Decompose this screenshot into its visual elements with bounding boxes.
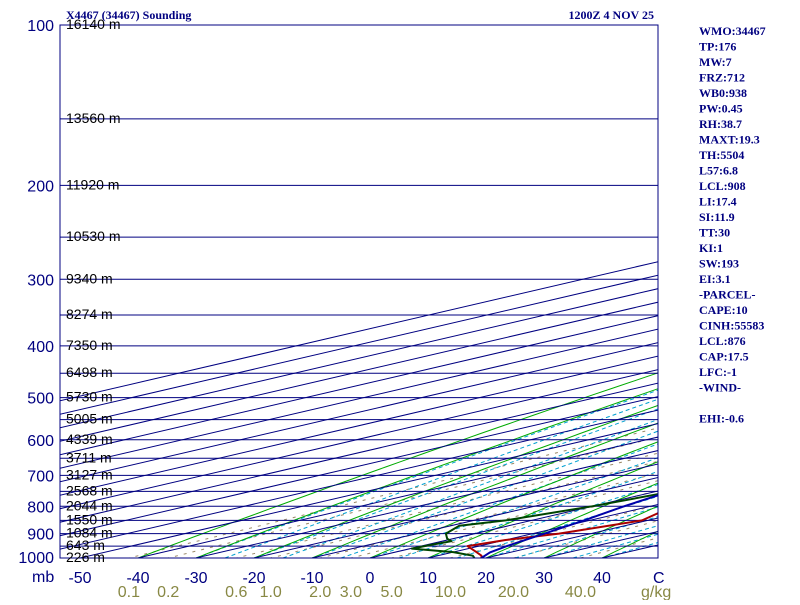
pressure-label-400: 400 [27, 339, 54, 356]
height-label-750: 2568 m [66, 482, 113, 498]
index-line: MW:7 [699, 55, 732, 69]
index-line: TH:5504 [699, 148, 744, 162]
height-label-700: 3127 m [66, 466, 113, 482]
temperature-label--30: -30 [184, 570, 207, 587]
index-line: SI:11.9 [699, 210, 735, 224]
height-label-400: 7350 m [66, 337, 113, 353]
pressure-label-300: 300 [27, 272, 54, 289]
index-line: WB0:938 [699, 86, 747, 100]
pressure-label-600: 600 [27, 433, 54, 450]
height-label-500: 5730 m [66, 389, 113, 405]
mixing-ratio-label-0.1: 0.1 [118, 584, 140, 600]
mixing-ratio-label-0.2: 0.2 [157, 584, 179, 600]
index-line: EI:3.1 [699, 272, 731, 286]
height-label-200: 11920 m [66, 176, 119, 192]
index-line: L57:6.8 [699, 164, 738, 178]
pressure-unit-label: mb [32, 569, 54, 586]
index-line: TT:30 [699, 226, 730, 240]
mixing-ratio-label-3.0: 3.0 [340, 584, 362, 600]
index-line: LCL:876 [699, 334, 746, 348]
index-line: LCL:908 [699, 179, 746, 193]
height-label-550: 5005 m [66, 411, 113, 427]
height-label-250: 10530 m [66, 228, 120, 244]
height-label-650: 3711 m [66, 449, 112, 465]
mixing-unit-label: g/kg [641, 584, 671, 600]
pressure-label-700: 700 [27, 468, 54, 485]
height-label-450: 6498 m [66, 364, 113, 380]
temperature-label-20: 20 [477, 570, 495, 587]
index-line: -WIND- [699, 381, 741, 395]
index-line: WMO:34467 [699, 24, 766, 38]
index-line: CAPE:10 [699, 303, 748, 317]
sounding-title: X4467 (34467) Sounding [66, 8, 191, 22]
pressure-label-500: 500 [27, 391, 54, 408]
temperature-label-30: 30 [535, 570, 553, 587]
mixing-ratio-label-20.0: 20.0 [498, 584, 529, 600]
pressure-label-200: 200 [27, 178, 54, 195]
mixing-ratio-label-40.0: 40.0 [565, 584, 596, 600]
index-line: RH:38.7 [699, 117, 742, 131]
height-label-350: 8274 m [66, 306, 113, 322]
sounding-date: 1200Z 4 NOV 25 [569, 8, 654, 22]
pressure-label-100: 100 [27, 18, 54, 35]
height-label-1000: 226 m [66, 549, 105, 565]
mixing-ratio-label-10.0: 10.0 [435, 584, 466, 600]
pressure-label-1000: 1000 [18, 550, 54, 567]
index-line: LFC:-1 [699, 365, 737, 379]
pressure-label-900: 900 [27, 527, 54, 544]
index-line: EHI:-0.6 [699, 412, 744, 426]
height-label-600: 4339 m [66, 431, 113, 447]
index-line: SW:193 [699, 257, 739, 271]
index-line: LI:17.4 [699, 195, 737, 209]
index-line: PW:0.45 [699, 102, 743, 116]
index-line: CAP:17.5 [699, 350, 749, 364]
temperature-label-0: 0 [366, 570, 375, 587]
temperature-label--50: -50 [68, 570, 91, 587]
pressure-label-800: 800 [27, 499, 54, 516]
index-line: MAXT:19.3 [699, 133, 760, 147]
height-label-300: 9340 m [66, 270, 113, 286]
height-label-150: 13560 m [66, 110, 120, 126]
mixing-ratio-label-1.0: 1.0 [260, 584, 282, 600]
mixing-ratio-label-2.0: 2.0 [309, 584, 331, 600]
index-line: TP:176 [699, 40, 736, 54]
index-line: KI:1 [699, 241, 723, 255]
mixing-ratio-label-5.0: 5.0 [380, 584, 402, 600]
index-line: -PARCEL- [699, 288, 755, 302]
mixing-ratio-label-0.6: 0.6 [225, 584, 247, 600]
index-line: CINH:55583 [699, 319, 764, 333]
index-line: FRZ:712 [699, 71, 745, 85]
